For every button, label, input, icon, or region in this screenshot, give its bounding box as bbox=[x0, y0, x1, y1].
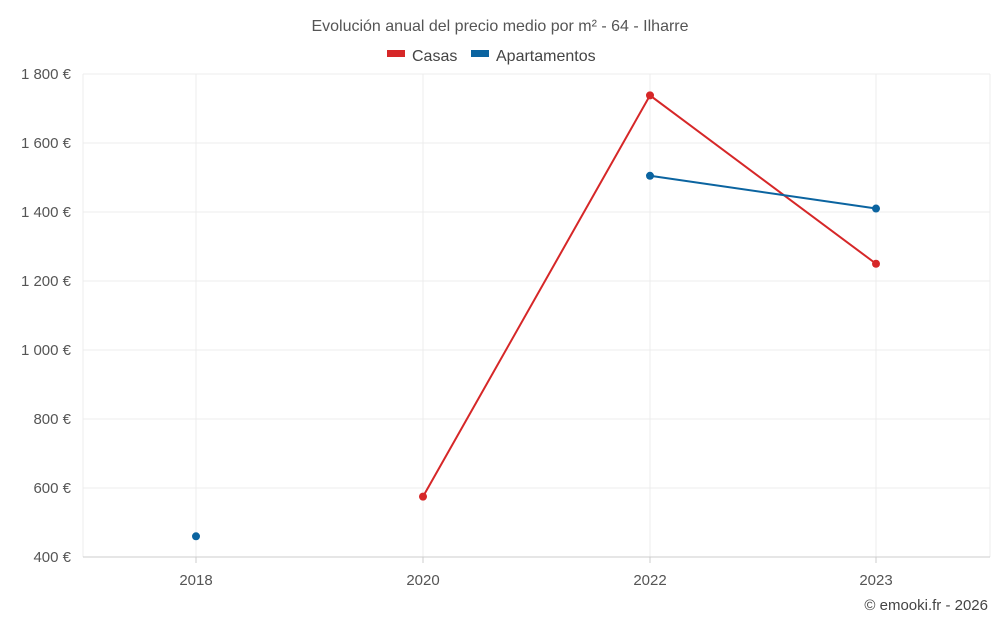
legend-label-casas: Casas bbox=[412, 48, 457, 65]
credit: © emooki.fr - 2026 bbox=[864, 597, 988, 614]
legend-label-apartamentos: Apartamentos bbox=[496, 48, 596, 65]
chart-title: Evolución anual del precio medio por m² … bbox=[311, 18, 688, 35]
x-axis: 2018 2020 2022 2023 bbox=[83, 556, 990, 589]
y-tick-label: 1 600 € bbox=[21, 135, 72, 152]
data-point-apartamentos-2023[interactable] bbox=[872, 204, 880, 213]
series-apartamentos bbox=[192, 171, 880, 541]
y-tick-label: 800 € bbox=[33, 411, 71, 428]
data-point-apartamentos-2018[interactable] bbox=[192, 532, 200, 541]
data-point-casas-2023[interactable] bbox=[872, 259, 880, 268]
y-axis: 400 € 600 € 800 € 1 000 € 1 200 € 1 400 € 1 60… bbox=[21, 66, 72, 566]
legend[interactable]: Casas Apartamentos bbox=[387, 48, 596, 65]
data-point-casas-2020[interactable] bbox=[419, 492, 427, 501]
series bbox=[192, 91, 880, 541]
legend-swatch-casas bbox=[387, 50, 405, 57]
y-tick-label: 1 000 € bbox=[21, 342, 72, 359]
y-tick-label: 1 200 € bbox=[21, 273, 72, 290]
x-tick-label: 2020 bbox=[406, 572, 439, 589]
series-casas bbox=[419, 91, 880, 501]
y-tick-label: 1 800 € bbox=[21, 66, 72, 83]
legend-item-apartamentos[interactable]: Apartamentos bbox=[471, 48, 596, 65]
x-tick-label: 2023 bbox=[859, 572, 892, 589]
data-point-apartamentos-2022[interactable] bbox=[646, 171, 654, 180]
legend-swatch-apartamentos bbox=[471, 50, 489, 57]
y-tick-label: 600 € bbox=[33, 480, 71, 497]
y-tick-label: 1 400 € bbox=[21, 204, 72, 221]
data-point-casas-2022[interactable] bbox=[646, 91, 654, 100]
grid bbox=[82, 73, 991, 558]
x-tick-label: 2022 bbox=[633, 572, 666, 589]
series-line-apartamentos bbox=[649, 174, 877, 210]
x-tick-label: 2018 bbox=[179, 572, 212, 589]
legend-item-casas[interactable]: Casas bbox=[387, 48, 457, 65]
y-tick-label: 400 € bbox=[33, 549, 71, 566]
